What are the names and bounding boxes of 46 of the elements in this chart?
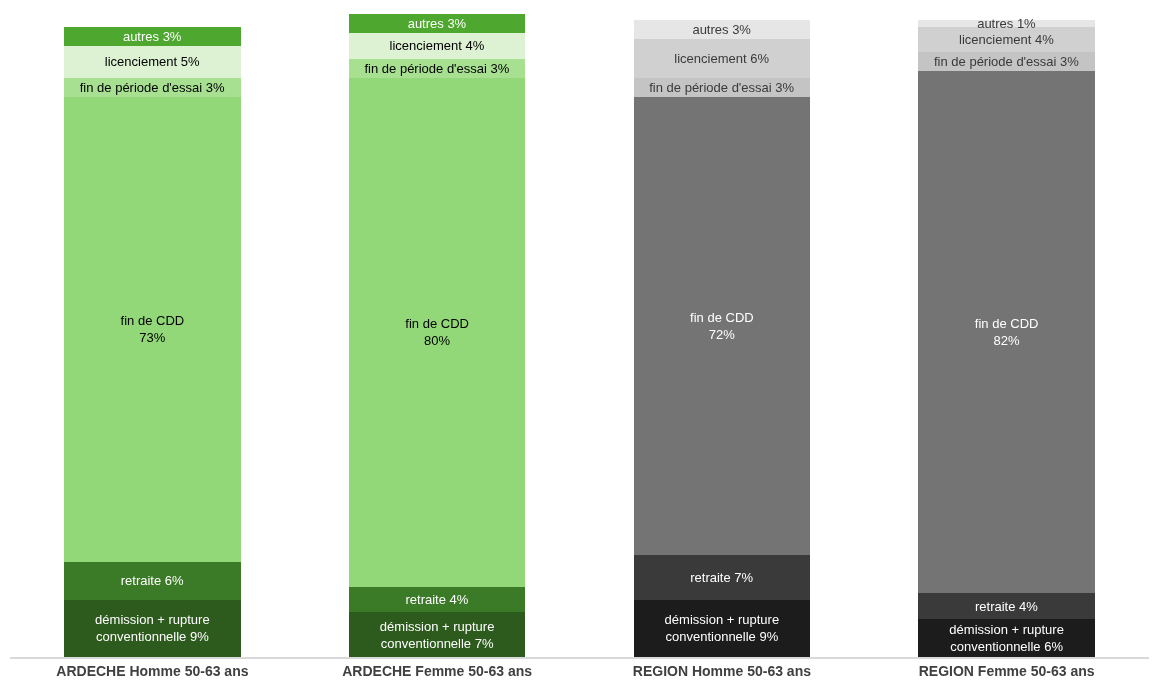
text: démission + rupture conventionnelle 7% [379, 618, 495, 651]
bar [918, 71, 1095, 594]
bar [64, 96, 241, 562]
text: démission + rupture conventionnelle 9% [664, 612, 780, 645]
bar [633, 20, 811, 40]
bar [348, 77, 526, 587]
x-tick-label: ARDECHE Homme 50-63 ans [56, 662, 249, 679]
text: retraite 4% [405, 592, 469, 608]
bar [64, 26, 241, 46]
bar [918, 20, 1095, 27]
bar [633, 555, 811, 600]
bar [918, 593, 1095, 619]
text: autres 3% [122, 28, 182, 44]
text: licenciement 5% [104, 54, 200, 70]
text: fin de CDD [120, 313, 185, 329]
bar [348, 33, 526, 59]
x-tick-label: REGION Homme 50-63 ans [632, 662, 812, 679]
data-label: 82% [993, 333, 1021, 349]
text: fin de CDD [974, 316, 1039, 332]
text: démission + rupture conventionnelle 6% [949, 621, 1064, 654]
data-label: 72% [708, 326, 736, 342]
data-label: 80% [424, 333, 451, 349]
x-tick-label: ARDECHE Femme 50-63 ans [342, 662, 533, 679]
data-label: 73% [139, 330, 166, 346]
text: fin de CDD [690, 310, 754, 325]
bar [64, 45, 241, 78]
text: autres 1% [977, 16, 1036, 32]
text: licenciement 4% [959, 31, 1054, 47]
text: licenciement 4% [389, 38, 485, 54]
bar [348, 14, 526, 34]
text: retraite 6% [120, 573, 184, 589]
bar [348, 586, 526, 613]
text: fin de période d'essai 3% [79, 79, 225, 95]
text: licenciement 6% [674, 51, 769, 67]
text: autres 3% [407, 16, 467, 32]
text: fin de période d'essai 3% [649, 79, 795, 95]
text: retraite 7% [690, 569, 754, 585]
bar [633, 96, 811, 556]
series-label: fin de CDD [405, 316, 469, 332]
text: autres 3% [692, 22, 751, 38]
text: retraite 4% [974, 598, 1038, 614]
bar [64, 561, 241, 600]
text: fin de période d'essai 3% [364, 60, 510, 76]
text: fin de période d'essai 3% [933, 54, 1079, 70]
text: démission + rupture conventionnelle 9% [95, 612, 210, 645]
x-tick-label: REGION Femme 50-63 ans [918, 662, 1095, 679]
